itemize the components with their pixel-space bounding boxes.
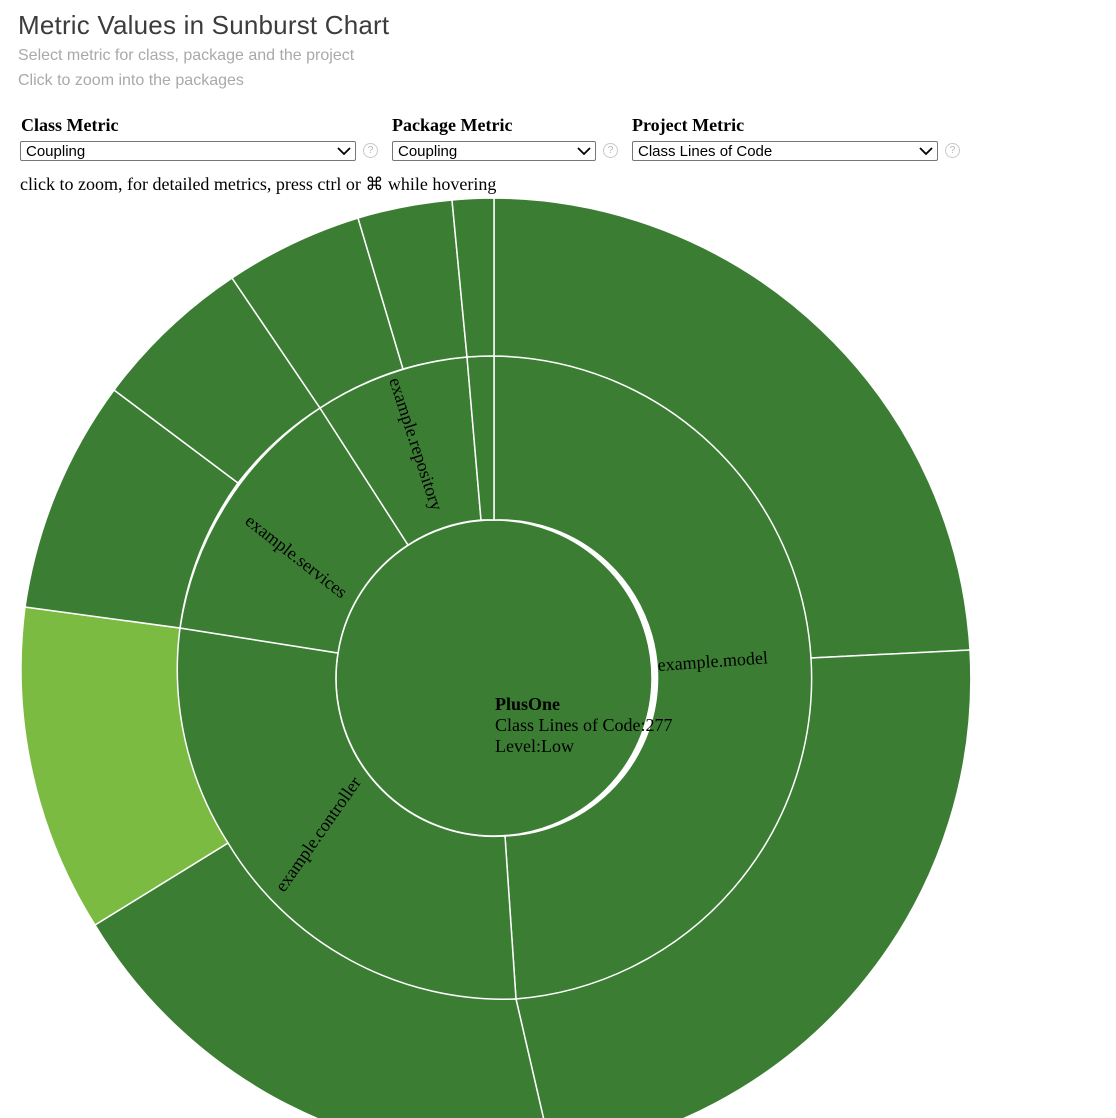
chevron-down-icon	[915, 142, 937, 160]
package-metric-label: Package Metric	[392, 115, 513, 135]
project-metric-select[interactable]: Class Lines of Code	[632, 141, 938, 161]
page-title: Metric Values in Sunburst Chart	[18, 10, 390, 40]
class-metric-value: Coupling	[26, 142, 86, 160]
sunburst-class-arc[interactable]	[93, 841, 552, 1118]
project-metric-help-icon[interactable]: ?	[945, 143, 960, 158]
chevron-down-icon	[333, 142, 355, 160]
center-metric-value: Class Lines of Code:277	[495, 715, 673, 735]
class-metric-label: Class Metric	[21, 115, 119, 135]
sunburst-class-arc[interactable]	[451, 197, 495, 358]
zoom-hint: click to zoom, for detailed metrics, pre…	[20, 174, 497, 194]
class-metric-help-icon[interactable]: ?	[363, 143, 378, 158]
sunburst-class-arc[interactable]	[493, 197, 971, 659]
chevron-down-icon	[573, 142, 595, 160]
sunburst-root-arc[interactable]	[335, 519, 653, 837]
package-metric-help-icon[interactable]: ?	[603, 143, 618, 158]
center-level: Level:Low	[495, 736, 574, 756]
project-metric-value: Class Lines of Code	[638, 142, 773, 160]
page-subtitle-zoom: Click to zoom into the packages	[18, 72, 244, 89]
center-project-name: PlusOne	[495, 694, 560, 714]
page-subtitle-select: Select metric for class, package and the…	[18, 47, 355, 64]
package-metric-value: Coupling	[398, 142, 458, 160]
project-metric-label: Project Metric	[632, 115, 745, 135]
package-metric-select[interactable]: Coupling	[392, 141, 596, 161]
sunburst-class-arc[interactable]	[515, 649, 972, 1118]
class-metric-select[interactable]: Coupling	[20, 141, 356, 161]
